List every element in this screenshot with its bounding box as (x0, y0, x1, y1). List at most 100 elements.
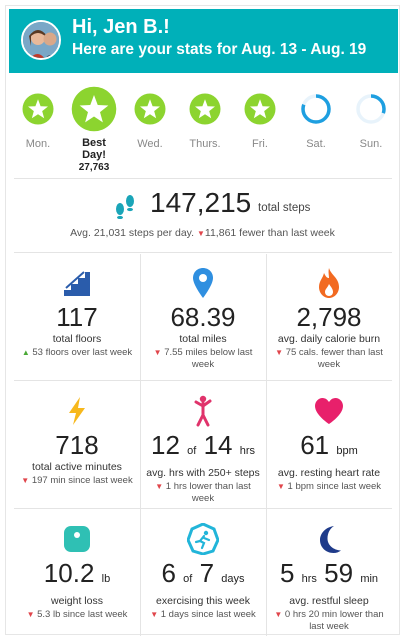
stat-change-text: 7.55 miles below last week (164, 347, 253, 370)
day-label: Wed. (137, 138, 163, 150)
progress-ring-icon (300, 93, 332, 125)
stat-value-2: 59 (324, 558, 354, 588)
day-4: Fri. (235, 78, 285, 150)
progress-ring-icon (355, 93, 387, 125)
stat-value: 117 (56, 302, 98, 332)
total-steps-value: 147,215 (150, 187, 252, 218)
stat-unit: hrs (239, 445, 255, 457)
down-arrow-icon: ▼ (274, 610, 283, 619)
stat-value-line: 61 bpm (266, 430, 392, 466)
day-5: Sat. (291, 78, 341, 150)
day-3: Thurs. (180, 78, 230, 150)
day-label: Sun. (359, 138, 383, 150)
stat-value-2: 14 (203, 430, 233, 460)
stat-change-text: 197 min since last week (31, 475, 133, 486)
stairs-icon (14, 266, 140, 300)
stat-value: 6 (161, 558, 176, 588)
stat-change: ▼ 5.3 lb since last week (18, 609, 136, 621)
stat-unit: days (221, 573, 245, 585)
star-badge-icon (22, 93, 54, 125)
stat-change: ▼ 197 min since last week (18, 475, 136, 487)
stat-label: exercising this week (156, 595, 250, 607)
stat-value-2: 7 (199, 558, 215, 588)
day-6: Sun. (346, 78, 396, 150)
location-pin-icon (140, 266, 266, 300)
day-label: Mon. (25, 138, 51, 150)
divider (266, 254, 267, 636)
day-label: Best Day! (82, 137, 106, 161)
steps-average: Avg. 21,031 steps per day. (70, 227, 195, 239)
stat-change: ▼ 0 hrs 20 min lower than last week (270, 609, 388, 633)
stat-value: 12 (150, 430, 180, 460)
steps-average-line: Avg. 21,031 steps per day. ▼11,861 fewer… (6, 227, 399, 239)
moon-icon (266, 522, 392, 556)
greeting: Hi, Jen B.! (72, 16, 170, 38)
day-0: Mon. (13, 78, 63, 150)
stat-tile: 10.2 lb weight loss ▼ 5.3 lb since last we… (14, 510, 140, 636)
up-arrow-icon: ▲ (21, 348, 30, 357)
day-2: Wed. (125, 78, 175, 150)
divider (140, 254, 141, 636)
stat-tile: 718 total active minutes ▼ 197 min since l… (14, 382, 140, 508)
stat-value-line: 68.39 (140, 302, 266, 332)
stat-unit-2: min (360, 573, 379, 585)
steps-change: 11,861 fewer than last week (204, 227, 335, 239)
day-label: Thurs. (189, 138, 221, 150)
stat-label: total floors (52, 333, 102, 345)
stat-value: 68.39 (170, 302, 236, 332)
day-label: Sat. (306, 138, 326, 150)
day-label: Fri. (252, 138, 268, 150)
exercise-badge-icon (140, 522, 266, 556)
stat-change: ▼ 1 hrs lower than last week (144, 481, 262, 505)
total-steps-unit: total steps (258, 202, 311, 214)
stat-of: of (187, 445, 197, 457)
stat-label: total active minutes (32, 461, 122, 473)
down-arrow-icon: ▼ (153, 348, 162, 357)
stat-tile: 61 bpm avg. resting heart rate ▼ 1 bpm sin… (266, 382, 392, 508)
stat-label: avg. resting heart rate (277, 467, 381, 479)
best-day-steps: 27,763 (78, 162, 110, 173)
star-badge-icon (71, 86, 117, 132)
stat-label: weight loss (51, 595, 103, 607)
divider (14, 380, 392, 381)
stat-label: avg. daily calorie burn (277, 333, 381, 345)
stat-value-line: 12 of 14 hrs (140, 430, 266, 466)
stat-tile: 68.39 total miles ▼ 7.55 miles below last … (140, 254, 266, 380)
star-badge-icon (244, 93, 276, 125)
down-arrow-icon: ▼ (21, 476, 30, 485)
down-arrow-icon: ▼ (276, 482, 285, 491)
stat-value-line: 5 hrs 59 min (266, 558, 392, 594)
stat-tile: 117 total floors ▲ 53 floors over last wee… (14, 254, 140, 380)
stat-value-line: 718 (14, 430, 140, 460)
stat-of: of (183, 573, 193, 585)
stat-tile: 2,798 avg. daily calorie burn ▼ 75 cals. f… (266, 254, 392, 380)
stats-card: Hi, Jen B.! Here are your stats for Aug.… (5, 5, 400, 636)
stat-unit: bpm (336, 445, 358, 457)
star-badge-icon (134, 93, 166, 125)
down-arrow-icon: ▼ (275, 348, 284, 357)
week-strip: Mon. Best Day! 27,763 Wed. Thurs. Fri. Sat. Sun… (6, 78, 399, 178)
stat-unit: hrs (301, 573, 317, 585)
stat-value: 2,798 (296, 302, 362, 332)
stat-label: avg. restful sleep (289, 595, 369, 607)
stat-unit: lb (101, 573, 111, 585)
total-steps-section: 147,215 total steps Avg. 21,031 steps pe… (6, 182, 399, 252)
stat-tile: 6 of 7 days exercising this week ▼ 1 days … (140, 510, 266, 636)
stat-change: ▼ 1 days since last week (144, 609, 262, 621)
avatar (21, 20, 61, 60)
stat-label: total miles (179, 333, 227, 345)
down-arrow-icon: ▼ (196, 229, 205, 238)
date-range-subtitle: Here are your stats for Aug. 13 - Aug. 1… (72, 41, 367, 58)
stat-change-text: 75 cals. fewer than last week (285, 347, 383, 370)
footprints-icon (112, 193, 138, 220)
stat-value: 5 (279, 558, 295, 588)
stat-change-text: 1 days since last week (160, 609, 256, 620)
stat-change-text: 1 hrs lower than last week (165, 481, 251, 504)
stat-value: 61 (300, 430, 330, 460)
day-1: Best Day! 27,763 (69, 78, 119, 173)
stat-label: avg. hrs with 250+ steps (146, 467, 260, 479)
stat-tile: 5 hrs 59 min avg. restful sleep ▼ 0 hrs 20… (266, 510, 392, 636)
star-badge-icon (189, 93, 221, 125)
flame-icon (266, 266, 392, 300)
down-arrow-icon: ▼ (150, 610, 159, 619)
